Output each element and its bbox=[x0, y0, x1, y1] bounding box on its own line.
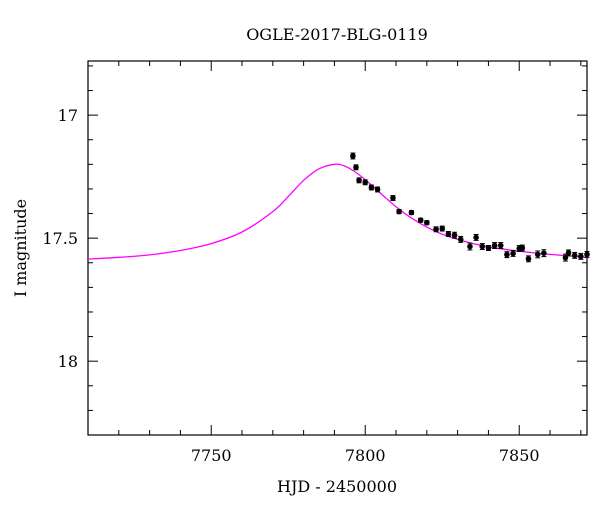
data-point bbox=[424, 219, 430, 226]
data-point bbox=[439, 225, 446, 232]
y-axis-label: I magnitude bbox=[11, 199, 30, 297]
data-point bbox=[584, 251, 590, 258]
data-point bbox=[519, 245, 526, 251]
data-point bbox=[356, 177, 362, 184]
data-point bbox=[350, 153, 356, 159]
data-point bbox=[374, 186, 381, 193]
data-point bbox=[433, 226, 439, 233]
data-point bbox=[541, 250, 547, 256]
data-point bbox=[353, 164, 359, 171]
data-point bbox=[485, 245, 492, 251]
data-point bbox=[396, 208, 402, 215]
y-tick-label: 17.5 bbox=[42, 229, 78, 248]
plot-area bbox=[87, 152, 590, 263]
data-point bbox=[491, 242, 498, 249]
x-tick-label: 7800 bbox=[345, 446, 386, 465]
data-point bbox=[451, 232, 458, 239]
x-tick-label: 7850 bbox=[499, 446, 540, 465]
plot-frame bbox=[87, 60, 588, 436]
x-axis: 7750 7800 7850 bbox=[87, 61, 582, 465]
data-point bbox=[390, 195, 396, 201]
data-point bbox=[473, 234, 479, 241]
data-point bbox=[497, 242, 504, 249]
y-axis: 17 17.5 18 bbox=[42, 65, 587, 436]
data-point bbox=[445, 231, 452, 237]
model-curve bbox=[87, 163, 588, 260]
data-point bbox=[457, 236, 464, 243]
data-point bbox=[578, 253, 584, 260]
data-point bbox=[362, 179, 369, 186]
data-point bbox=[571, 252, 578, 259]
data-point bbox=[368, 184, 375, 191]
data-point bbox=[479, 243, 486, 250]
data-point bbox=[504, 251, 510, 258]
data-point bbox=[467, 243, 473, 250]
data-point bbox=[565, 250, 572, 256]
data-point bbox=[417, 217, 424, 223]
data-point bbox=[510, 250, 516, 257]
data-point bbox=[525, 256, 532, 262]
chart-title: OGLE-2017-BLG-0119 bbox=[246, 25, 428, 44]
x-tick-label: 7750 bbox=[191, 446, 232, 465]
data-point bbox=[408, 209, 415, 216]
x-axis-label: HJD - 2450000 bbox=[277, 477, 397, 496]
y-tick-label: 17 bbox=[58, 106, 78, 125]
data-point bbox=[534, 251, 541, 258]
y-tick-label: 18 bbox=[58, 352, 78, 371]
